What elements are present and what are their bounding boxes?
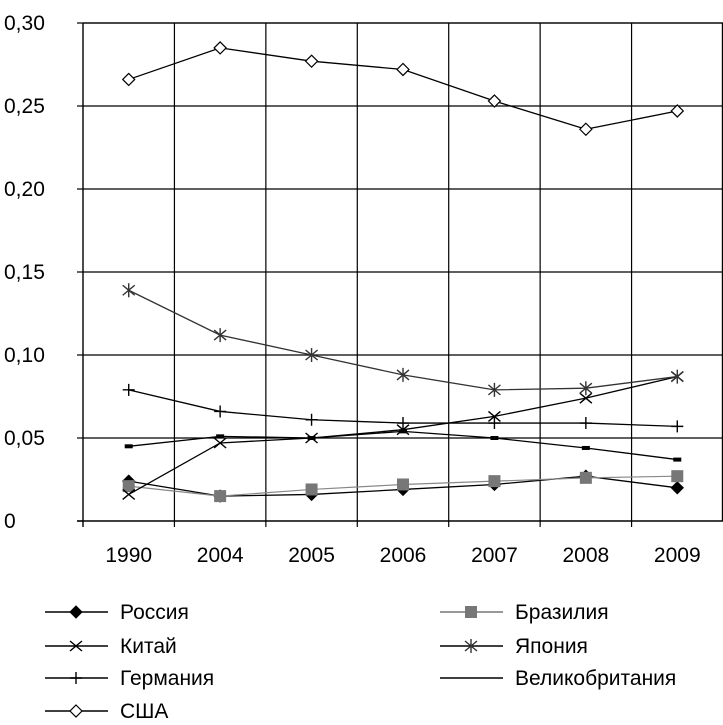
series-2 <box>122 470 684 503</box>
data-point <box>216 434 225 439</box>
data-point <box>213 41 227 55</box>
legend-marker <box>464 639 478 653</box>
data-point <box>487 94 502 108</box>
x-tick-label: 2008 <box>562 544 609 567</box>
data-point <box>304 54 319 69</box>
x-tick-label: 2005 <box>288 544 335 567</box>
data-point <box>487 410 501 422</box>
data-point <box>214 490 227 503</box>
x-tick-label: 2006 <box>380 544 427 567</box>
data-point <box>396 62 410 77</box>
legend-item: Россия <box>45 601 189 624</box>
data-point <box>307 436 316 440</box>
data-point <box>397 478 409 491</box>
data-point <box>488 475 501 488</box>
data-point <box>673 457 682 462</box>
legend-item: США <box>45 700 168 723</box>
legend-item: Великобритания <box>440 667 676 690</box>
legend-item: Бразилия <box>440 601 609 624</box>
data-point <box>581 445 590 450</box>
legend-marker <box>69 605 83 619</box>
series-group <box>121 41 685 503</box>
data-point <box>579 381 593 396</box>
y-tick-label: 0,20 <box>4 178 45 201</box>
data-point <box>122 383 135 396</box>
data-point <box>671 420 684 433</box>
data-point <box>579 417 592 430</box>
legend-item: Китай <box>45 635 177 658</box>
series-6 <box>124 429 682 462</box>
data-point <box>671 470 684 483</box>
legend-label: Китай <box>120 635 177 658</box>
data-point <box>670 481 684 495</box>
legend-label: США <box>120 700 168 720</box>
legend-label: Россия <box>120 601 189 624</box>
series-line <box>128 47 678 130</box>
legend-label: Бразилия <box>515 601 609 624</box>
data-point <box>122 480 135 493</box>
data-point <box>305 413 318 426</box>
data-point <box>122 488 136 500</box>
data-point <box>121 72 136 87</box>
data-point <box>124 444 133 449</box>
data-point <box>579 122 593 137</box>
x-tick-label: 2009 <box>654 544 701 567</box>
y-tick-label: 0 <box>4 510 16 533</box>
x-tick-label: 2004 <box>197 544 244 567</box>
legend-item: Япония <box>440 635 588 658</box>
x-tick-label: 2007 <box>471 544 518 567</box>
data-point <box>213 328 227 343</box>
data-point <box>396 367 410 382</box>
data-point <box>488 417 501 430</box>
legend-label: Великобритания <box>515 667 676 690</box>
legend-label: Германия <box>120 667 214 690</box>
legend: Россия Бразилия Китай Япония Германия Великоб… <box>45 601 676 723</box>
data-point <box>579 471 592 484</box>
legend-label: Япония <box>515 635 588 658</box>
data-point <box>490 436 499 440</box>
legend-marker <box>465 606 477 618</box>
data-point <box>487 382 501 397</box>
series-line <box>128 430 678 461</box>
y-tick-label: 0,15 <box>4 261 45 284</box>
data-point <box>579 392 593 404</box>
data-point <box>305 348 319 362</box>
series-4 <box>122 283 684 397</box>
data-point <box>670 369 684 384</box>
y-tick-label: 0,10 <box>4 344 45 367</box>
legend-item: Германия <box>45 667 214 690</box>
data-point <box>397 417 409 430</box>
axes: 0 0,05 0,10 0,15 0,20 0,25 0,30 1990 2004 2005 200… <box>4 12 723 567</box>
series-5 <box>122 383 684 433</box>
legend-marker <box>70 672 82 684</box>
data-point <box>214 405 227 418</box>
data-point <box>670 104 685 118</box>
y-tick-label: 0,25 <box>4 95 45 118</box>
y-tick-label: 0,05 <box>4 427 45 450</box>
data-point <box>122 283 136 298</box>
x-tick-label: 1990 <box>105 544 152 567</box>
data-point <box>213 437 227 449</box>
data-point <box>305 483 318 496</box>
legend-marker <box>69 640 83 652</box>
grid <box>83 22 723 527</box>
y-tick-label: 0,30 <box>4 12 45 35</box>
data-point <box>399 429 407 434</box>
series-7 <box>121 41 685 137</box>
legend-marker <box>69 704 83 718</box>
